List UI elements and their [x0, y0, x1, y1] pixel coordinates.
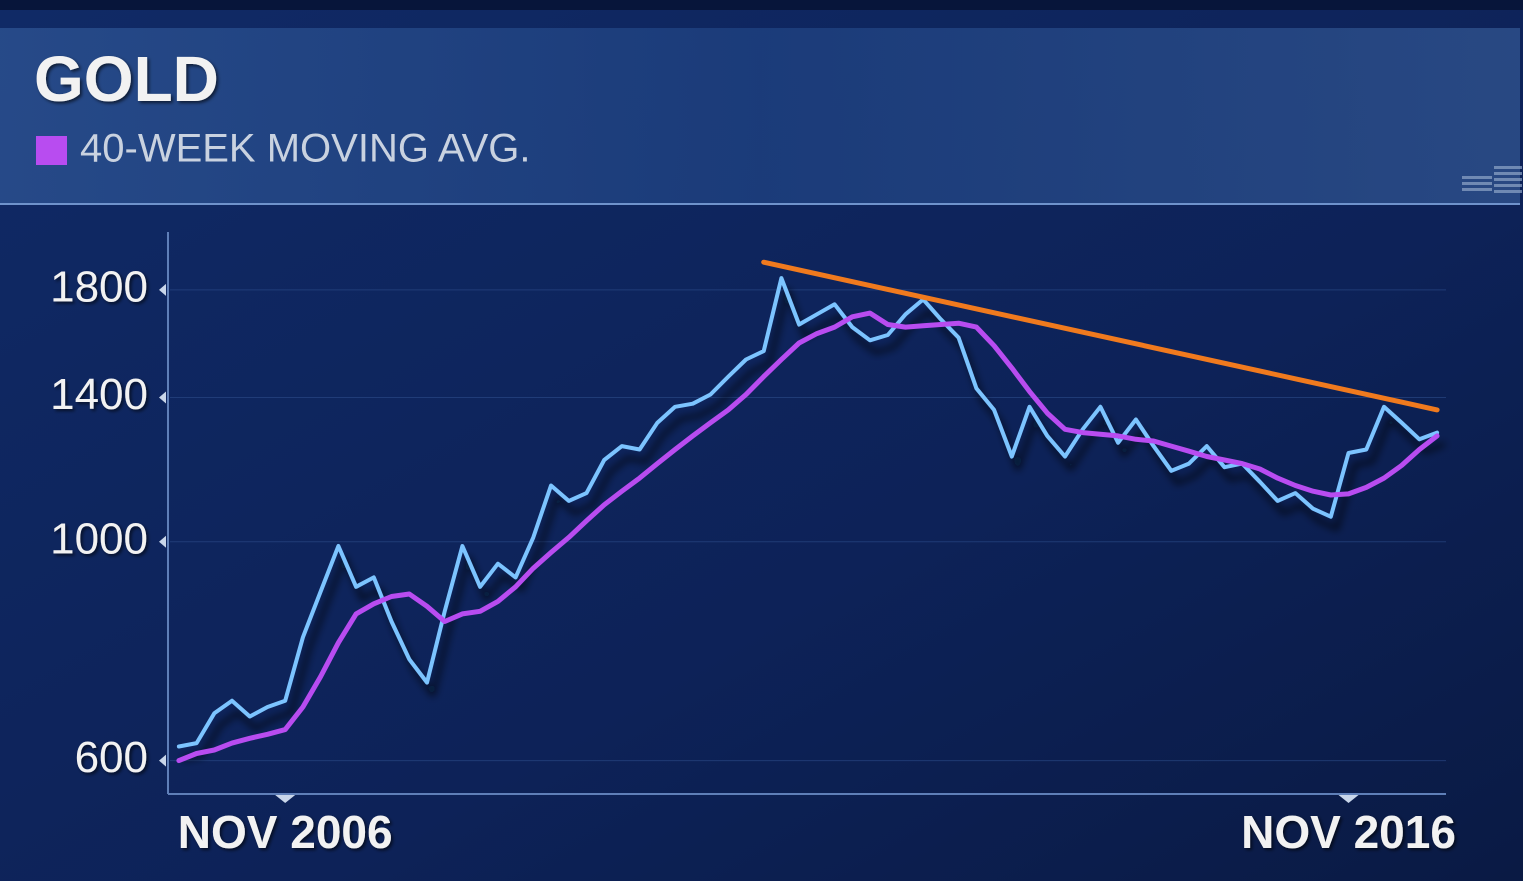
y-tick-mark — [159, 391, 166, 404]
x-tick-label: NOV 2016 — [1241, 806, 1456, 858]
legend-swatch — [36, 136, 67, 165]
x-tick-mark — [275, 795, 296, 803]
line-series — [761, 259, 1440, 413]
top-strip — [0, 0, 1523, 10]
header-icon — [1462, 166, 1522, 193]
y-tick-label: 1000 — [50, 514, 148, 563]
y-tick-label: 1800 — [50, 262, 148, 311]
y-tick-mark — [159, 535, 166, 548]
line-series — [176, 310, 1440, 764]
y-tick-mark — [159, 754, 166, 767]
x-tick-label: NOV 2006 — [178, 806, 393, 858]
y-tick-label: 1400 — [50, 370, 148, 419]
y-tick-label: 600 — [75, 733, 148, 782]
line-series — [176, 276, 1440, 749]
x-tick-mark — [1338, 795, 1359, 803]
y-tick-mark — [159, 283, 166, 296]
header-panel — [0, 28, 1520, 204]
legend-label: 40-WEEK MOVING AVG. — [80, 127, 530, 171]
chart-title: GOLD — [34, 43, 219, 115]
